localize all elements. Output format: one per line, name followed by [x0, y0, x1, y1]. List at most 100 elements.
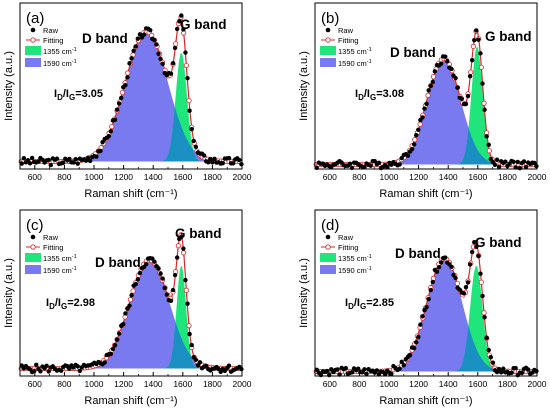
- raw-point: [181, 27, 186, 32]
- raw-point: [75, 364, 80, 369]
- fitting-marker: [119, 89, 126, 96]
- raw-point: [465, 93, 471, 99]
- raw-point: [347, 161, 353, 166]
- raw-point: [177, 19, 182, 24]
- raw-point: [484, 335, 489, 340]
- ratio-text: I: [345, 297, 348, 309]
- x-axis-title: Raman shift (cm⁻¹): [84, 188, 177, 200]
- overlap-fill: [315, 127, 537, 165]
- fitting-marker: [478, 279, 484, 285]
- raw-point: [116, 331, 122, 336]
- x-tick-label: 2000: [233, 379, 252, 389]
- legend-peak1-label: 1355 cm-1: [338, 254, 372, 263]
- raw-point: [121, 322, 126, 327]
- raw-point: [480, 81, 485, 86]
- raw-point: [407, 352, 413, 358]
- x-tick-label: 2000: [528, 172, 547, 182]
- overlap-fill: [315, 325, 537, 372]
- raw-point: [38, 369, 43, 374]
- legend-peak1-swatch: [25, 46, 41, 55]
- raw-point: [420, 314, 425, 319]
- raw-point: [141, 32, 147, 37]
- raw-point: [532, 160, 537, 166]
- raw-point: [356, 366, 361, 371]
- ratio-text: I: [355, 88, 358, 100]
- x-tick-label: 600: [323, 379, 337, 389]
- fitting-marker: [186, 323, 192, 329]
- raw-point: [459, 96, 465, 101]
- panel-letter: (b): [321, 10, 339, 27]
- raw-point: [492, 162, 498, 167]
- raw-point: [434, 269, 440, 274]
- raw-point: [112, 117, 118, 123]
- fitting-marker: [481, 100, 487, 106]
- ratio-subscript: D: [358, 93, 364, 102]
- raw-point: [237, 157, 242, 163]
- raw-point: [123, 311, 128, 316]
- raw-point: [414, 340, 419, 345]
- raw-point: [416, 127, 421, 132]
- raw-point: [494, 157, 500, 162]
- raw-point: [230, 161, 236, 166]
- legend-fitting-label: Fitting: [338, 243, 358, 252]
- legend-fitting-label: Fitting: [43, 243, 63, 252]
- raw-point: [426, 296, 431, 302]
- raw-point: [343, 366, 348, 371]
- raw-point: [461, 291, 467, 296]
- fitting-marker: [486, 148, 492, 154]
- raw-point: [335, 367, 340, 372]
- raw-point: [385, 164, 390, 170]
- panel-letter: (d): [321, 217, 339, 234]
- ratio-subscript: D: [348, 302, 354, 311]
- raw-point: [476, 253, 481, 259]
- legend-peak1-label: 1355 cm-1: [43, 47, 77, 56]
- raw-point: [164, 292, 170, 297]
- g-band-label: G band: [175, 226, 222, 241]
- raw-point: [61, 160, 66, 165]
- fitting-marker: [181, 250, 187, 256]
- raw-point: [137, 32, 143, 37]
- raw-point: [174, 255, 180, 260]
- chart-panel-a: 600 800 1000 1200 1400 1600 1800 2000 Raman shif…: [3, 2, 252, 200]
- d-band-label: D band: [395, 246, 441, 261]
- raw-point: [482, 107, 487, 112]
- raw-point: [362, 367, 367, 372]
- legend-fitting-label: Fitting: [338, 36, 358, 45]
- raw-point: [416, 334, 421, 340]
- intensity-ratio: ID/IG=2.85: [345, 297, 394, 311]
- raw-point: [472, 37, 477, 43]
- x-tick-label: 1400: [144, 379, 163, 389]
- raw-point: [195, 363, 201, 368]
- raw-point: [208, 156, 213, 162]
- raw-point: [455, 85, 460, 90]
- legend-peak1-swatch: [320, 253, 336, 262]
- x-tick-label: 800: [57, 379, 71, 389]
- raw-point: [409, 146, 415, 152]
- raw-point: [424, 304, 429, 310]
- raw-point: [368, 163, 373, 168]
- raw-point: [158, 56, 163, 62]
- ratio-text: =2.98: [67, 297, 95, 309]
- legend-fitting-label: Fitting: [43, 36, 63, 45]
- y-axis-title: Intensity (a.u.): [298, 51, 310, 121]
- raw-point: [449, 66, 454, 72]
- raw-point: [170, 287, 176, 293]
- raw-point: [436, 264, 442, 270]
- fitting-marker: [183, 287, 189, 293]
- raw-point: [34, 362, 39, 368]
- raw-point: [58, 368, 64, 373]
- raw-point: [397, 162, 402, 167]
- raw-point: [430, 79, 436, 85]
- raw-point: [108, 129, 114, 134]
- raw-point: [411, 346, 417, 351]
- raw-point: [133, 281, 138, 287]
- raw-point: [112, 343, 118, 348]
- raw-point: [197, 360, 203, 365]
- raw-point: [414, 132, 419, 138]
- raw-point: [191, 138, 196, 144]
- y-axis-title: Intensity (a.u.): [3, 51, 15, 121]
- raw-point: [154, 42, 159, 47]
- raw-point: [21, 155, 27, 161]
- chart-panel-b: 600 800 1000 1200 1400 1600 1800 2000 Raman shif…: [298, 2, 547, 200]
